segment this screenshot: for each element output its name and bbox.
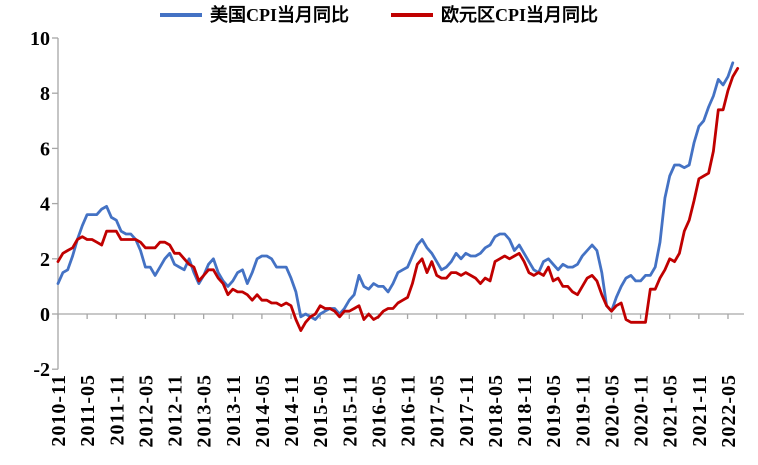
x-tick-label: 2017-05 bbox=[427, 374, 449, 448]
series-line-us bbox=[56, 61, 735, 321]
x-tick-label: 2014-11 bbox=[281, 374, 303, 447]
y-tick-label: 4 bbox=[40, 194, 50, 216]
x-tick-label: 2012-11 bbox=[165, 374, 187, 447]
x-tick-label: 2017-11 bbox=[456, 374, 478, 447]
legend-line-us-icon bbox=[160, 13, 202, 17]
x-tick-label: 2018-11 bbox=[514, 374, 536, 447]
x-tick-label: 2020-05 bbox=[601, 374, 623, 448]
x-tick-label: 2015-05 bbox=[310, 374, 332, 448]
x-tick-label: 2019-11 bbox=[572, 374, 594, 447]
x-tick-label: 2010-11 bbox=[48, 374, 70, 447]
x-tick-label: 2014-05 bbox=[252, 374, 274, 448]
y-tick-label: -2 bbox=[33, 359, 50, 381]
y-tick-label: 2 bbox=[40, 249, 50, 271]
legend: 美国CPI当月同比 欧元区CPI当月同比 bbox=[0, 6, 758, 24]
legend-line-eurozone-icon bbox=[391, 13, 433, 17]
x-tick-label: 2013-05 bbox=[194, 374, 216, 448]
x-tick-label: 2011-05 bbox=[77, 374, 99, 447]
legend-label-eurozone: 欧元区CPI当月同比 bbox=[441, 5, 598, 25]
series-line-eurozone bbox=[56, 67, 740, 333]
x-tick-label: 2016-05 bbox=[368, 374, 390, 448]
legend-label-us: 美国CPI当月同比 bbox=[210, 5, 349, 25]
legend-item-eurozone-cpi: 欧元区CPI当月同比 bbox=[391, 6, 598, 24]
x-tick-label: 2012-05 bbox=[135, 374, 157, 448]
x-tick-label: 2011-11 bbox=[106, 374, 128, 445]
x-tick-label: 2015-11 bbox=[339, 374, 361, 447]
y-tick-label: 8 bbox=[40, 83, 50, 105]
y-tick-label: 10 bbox=[30, 28, 50, 50]
x-tick-label: 2022-05 bbox=[718, 374, 740, 448]
x-tick-label: 2021-05 bbox=[660, 374, 682, 448]
y-tick-label: 6 bbox=[40, 138, 50, 160]
x-tick-label: 2016-11 bbox=[398, 374, 420, 447]
legend-item-us-cpi: 美国CPI当月同比 bbox=[160, 6, 349, 24]
x-tick-label: 2020-11 bbox=[631, 374, 653, 447]
y-tick-label: 0 bbox=[40, 304, 50, 326]
x-tick-label: 2018-05 bbox=[485, 374, 507, 448]
x-tick-label: 2013-11 bbox=[223, 374, 245, 447]
x-tick-label: 2021-11 bbox=[689, 374, 711, 447]
x-tick-label: 2019-05 bbox=[543, 374, 565, 448]
